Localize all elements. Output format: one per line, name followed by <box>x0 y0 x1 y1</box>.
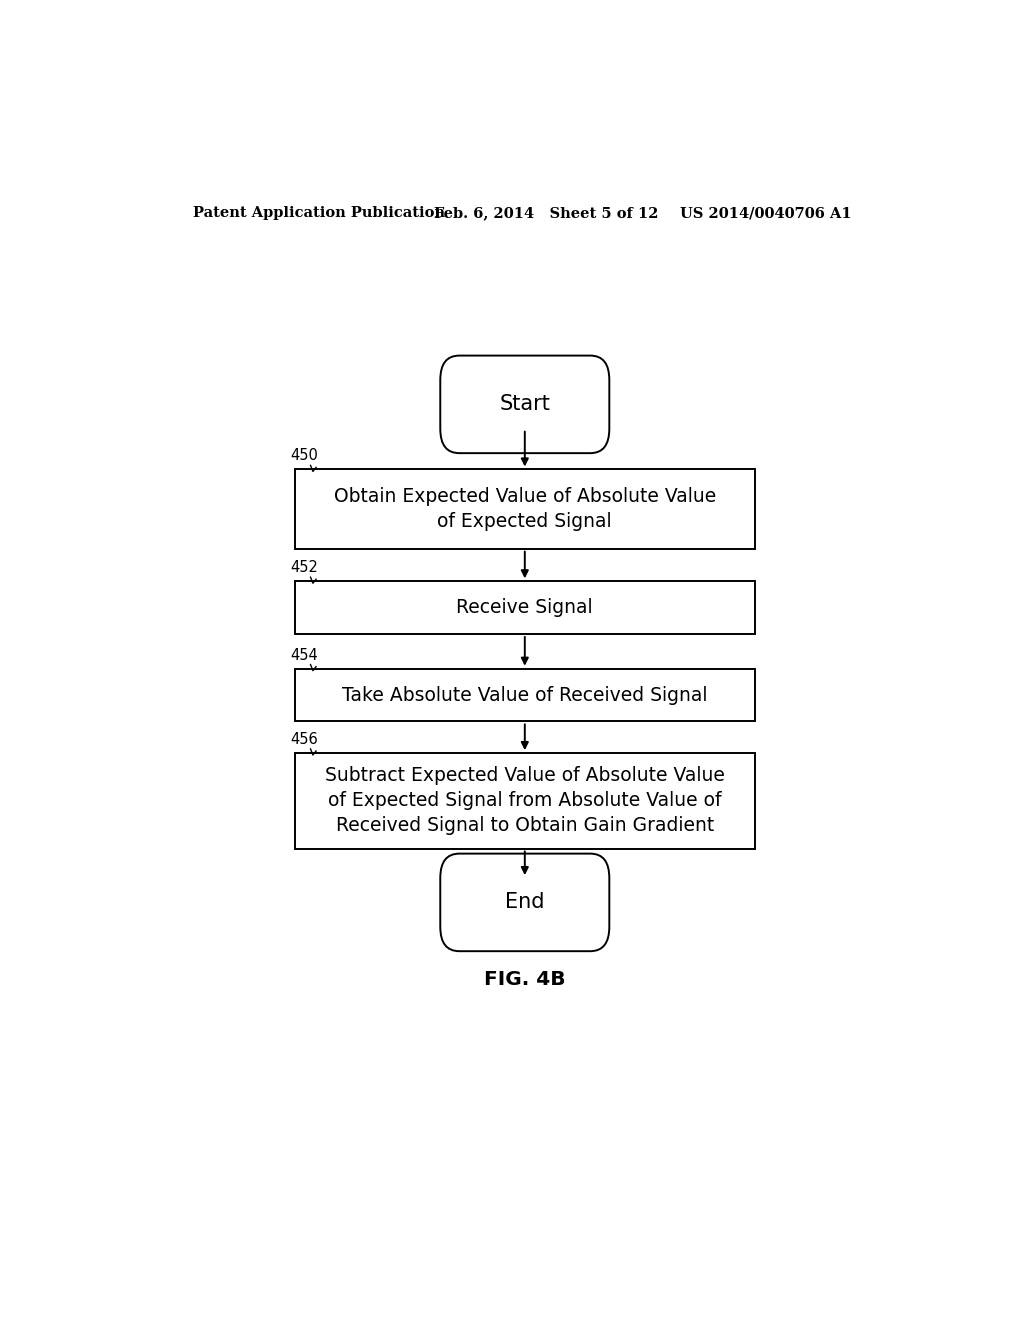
FancyBboxPatch shape <box>440 355 609 453</box>
Text: Subtract Expected Value of Absolute Value
of Expected Signal from Absolute Value: Subtract Expected Value of Absolute Valu… <box>325 767 725 836</box>
Text: Take Absolute Value of Received Signal: Take Absolute Value of Received Signal <box>342 685 708 705</box>
Text: 454: 454 <box>291 648 318 663</box>
Text: Receive Signal: Receive Signal <box>457 598 593 618</box>
Text: Patent Application Publication: Patent Application Publication <box>194 206 445 220</box>
Text: Start: Start <box>500 395 550 414</box>
Text: FIG. 4B: FIG. 4B <box>484 970 565 989</box>
FancyBboxPatch shape <box>440 854 609 952</box>
Text: US 2014/0040706 A1: US 2014/0040706 A1 <box>680 206 851 220</box>
Text: Obtain Expected Value of Absolute Value
of Expected Signal: Obtain Expected Value of Absolute Value … <box>334 487 716 531</box>
Text: 452: 452 <box>291 560 318 576</box>
Bar <box>295 470 755 549</box>
Text: End: End <box>505 892 545 912</box>
Text: 456: 456 <box>291 731 318 747</box>
Text: Feb. 6, 2014   Sheet 5 of 12: Feb. 6, 2014 Sheet 5 of 12 <box>433 206 658 220</box>
Bar <box>295 581 755 634</box>
Bar <box>295 669 755 722</box>
Text: 450: 450 <box>291 449 318 463</box>
Bar <box>295 752 755 849</box>
